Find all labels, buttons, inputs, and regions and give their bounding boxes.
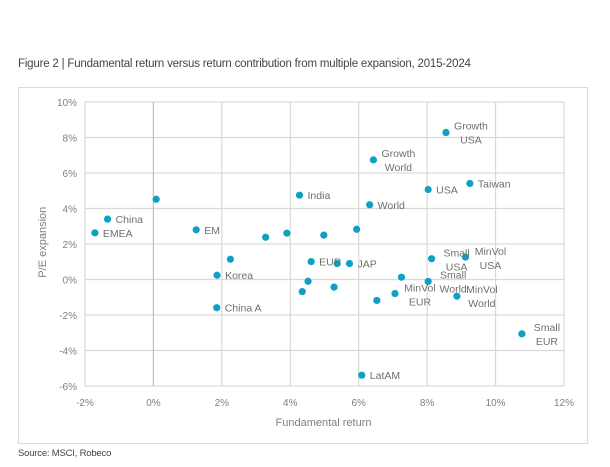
point-label: LatAM: [370, 370, 400, 382]
x-tick-label: 12%: [554, 398, 574, 409]
data-point: [91, 229, 99, 237]
y-tick-label: 6%: [63, 169, 78, 180]
data-point: [283, 229, 291, 237]
x-tick-label: 0%: [146, 398, 161, 409]
data-point: [262, 233, 270, 241]
data-point: [298, 287, 306, 296]
y-tick-label: 8%: [63, 134, 78, 145]
x-tick-label: 10%: [486, 398, 506, 409]
point-label: China: [116, 214, 144, 226]
point-label: MinVol USA: [475, 246, 507, 272]
y-tick-label: 2%: [63, 240, 78, 251]
data-point: [333, 259, 341, 268]
data-point: [397, 273, 406, 281]
point-label: Growth World: [382, 148, 416, 174]
data-point: [424, 185, 432, 194]
gridlines: [84, 101, 565, 387]
data-point: [518, 330, 526, 338]
y-tick-label: -2%: [59, 311, 77, 322]
data-point: [453, 292, 461, 300]
data-point: [466, 179, 474, 188]
point-label: Small World: [440, 269, 467, 295]
y-axis-label: P/E expansion: [37, 207, 49, 278]
point-label: Korea: [225, 270, 253, 282]
data-point: [427, 255, 436, 263]
data-point: [295, 191, 304, 199]
point-label: MinVol World: [466, 284, 498, 310]
point-label: India: [308, 190, 331, 202]
data-point: [345, 259, 354, 268]
data-point: [391, 289, 399, 298]
y-tick-label: -4%: [59, 347, 77, 358]
point-label: EMEA: [103, 228, 133, 240]
point-labels: Growth USA Growth World USA Taiwan India World C…: [103, 121, 560, 383]
chart-frame: [18, 87, 588, 444]
data-point: [307, 257, 315, 266]
source-note: Source: MSCI, Robeco: [18, 448, 112, 459]
data-point: [192, 226, 200, 234]
point-label: MinVol EUR: [404, 283, 436, 309]
figure-title: Figure 2 | Fundamental return versus ret…: [18, 58, 471, 70]
data-point: [373, 296, 381, 305]
x-tick-label: 8%: [420, 398, 435, 409]
point-label: USA: [436, 185, 458, 197]
x-tick-label: 6%: [351, 398, 366, 409]
point-label: EUR: [319, 257, 342, 269]
data-point: [226, 255, 235, 263]
point-label: JAP: [357, 259, 376, 271]
data-point: [366, 201, 374, 209]
data-point: [358, 371, 366, 379]
y-tick-labels: -6% -4% -2% 0% 2% 4% 6% 8% 10%: [57, 98, 77, 393]
y-tick-label: 10%: [57, 98, 77, 109]
data-point: [353, 225, 361, 233]
data-point: [330, 283, 338, 291]
data-point: [442, 128, 450, 137]
data-point: [103, 215, 112, 223]
y-tick-label: 0%: [63, 276, 78, 287]
data-point: [304, 277, 312, 285]
point-label: China A: [225, 303, 262, 315]
data-point: [213, 271, 221, 279]
y-tick-label: 4%: [63, 205, 78, 216]
point-label: Taiwan: [478, 178, 511, 190]
x-axis-label: Fundamental return: [276, 417, 372, 429]
x-tick-label: -2%: [76, 398, 94, 409]
point-label: Growth USA: [454, 121, 488, 147]
y-tick-label: -6%: [59, 382, 77, 393]
data-point: [152, 195, 160, 203]
data-point: [424, 277, 432, 286]
x-tick-label: 4%: [283, 398, 298, 409]
data-point: [369, 156, 378, 164]
data-points: [91, 128, 526, 379]
data-point: [213, 304, 221, 312]
x-tick-label: 2%: [215, 398, 230, 409]
point-label: Small EUR: [534, 322, 560, 348]
point-label: World: [378, 200, 405, 212]
data-point: [320, 231, 328, 239]
x-tick-labels: -2% 0% 2% 4% 6% 8% 10% 12%: [76, 398, 574, 409]
point-label: Small USA: [443, 248, 469, 274]
data-point: [461, 253, 470, 261]
point-label: EM: [204, 225, 220, 237]
